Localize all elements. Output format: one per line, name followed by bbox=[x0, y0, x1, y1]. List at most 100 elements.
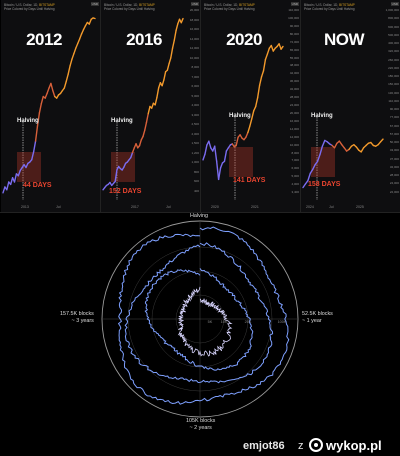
y-tick-label: 110,000 bbox=[388, 98, 399, 103]
price-segment bbox=[307, 172, 311, 182]
price-segment bbox=[260, 70, 265, 78]
radial-right-label: 52.5K blocks ~ 1 year bbox=[302, 311, 333, 324]
y-tick-label: 12,000 bbox=[189, 46, 199, 50]
y-tick-label: 14,000 bbox=[189, 36, 199, 41]
y-tick-label: 72,000 bbox=[289, 39, 299, 44]
y-tick-label: 1,000,000 bbox=[385, 8, 399, 12]
y-tick-label: 90,000 bbox=[289, 23, 299, 28]
exchange-name: BITSTAMP bbox=[239, 3, 255, 7]
price-segment bbox=[333, 142, 338, 149]
price-series bbox=[302, 117, 384, 200]
price-segment bbox=[264, 53, 269, 61]
halving-label: Halving bbox=[17, 118, 39, 124]
halving-label: Halving bbox=[311, 113, 333, 119]
price-segment bbox=[161, 79, 165, 87]
y-tick-label: 260,000 bbox=[388, 57, 399, 62]
y-tick-label: 32,000 bbox=[289, 87, 299, 92]
chart-header-line: Bitcoin / U.S. Dollar, 1D, BITSTAMP bbox=[304, 3, 355, 7]
radial-tick-label: 10K bbox=[221, 320, 228, 324]
y-tick-label: 400,000 bbox=[388, 41, 399, 46]
y-tick-label: 5,000 bbox=[191, 93, 199, 98]
x-tick-label: Jul bbox=[329, 205, 334, 209]
chart-panel-2012: Bitcoin / U.S. Dollar, 1D, BITSTAMP Price… bbox=[1, 0, 101, 212]
y-tick-label: 180,000 bbox=[388, 74, 399, 79]
price-segment bbox=[309, 168, 314, 175]
y-tick-label: 600 bbox=[193, 179, 199, 183]
site-logo[interactable]: wykop.pl bbox=[326, 438, 382, 453]
footer: emjot86 z wykop.pl bbox=[0, 435, 400, 456]
radial-tick-label: 100K bbox=[278, 320, 287, 324]
x-tick-label: 2017 bbox=[131, 205, 139, 209]
radial-top-label: Halving bbox=[190, 213, 208, 219]
price-segment bbox=[144, 121, 148, 132]
radial-tick-label: 5K bbox=[208, 320, 213, 324]
currency-badge: USD bbox=[290, 2, 299, 6]
halving-window-shade bbox=[17, 152, 41, 182]
y-tick-label: 8,000 bbox=[191, 65, 199, 69]
y-tick-label: 24,000 bbox=[389, 181, 399, 186]
price-segment bbox=[2, 186, 6, 194]
y-tick-label: 500,000 bbox=[388, 32, 399, 37]
y-tick-label: 150,000 bbox=[388, 82, 399, 87]
price-segment bbox=[302, 183, 307, 189]
chart-header: Bitcoin / U.S. Dollar, 1D, BITSTAMP Price… bbox=[204, 3, 255, 11]
days-label: 152 DAYS bbox=[109, 188, 142, 195]
currency-badge: USD bbox=[190, 2, 199, 6]
price-segment bbox=[247, 125, 251, 134]
price-segment bbox=[256, 84, 261, 99]
y-tick-label: 20,000 bbox=[189, 8, 199, 12]
panel-title: 2020 bbox=[226, 30, 262, 49]
y-tick-label: 48,000 bbox=[289, 63, 299, 68]
price-segment bbox=[180, 17, 184, 24]
y-tick-label: 800 bbox=[193, 169, 199, 174]
radial-label-line: 52.5K blocks bbox=[302, 311, 333, 317]
x-tick-label: Jul bbox=[166, 205, 171, 209]
price-segment bbox=[46, 87, 50, 95]
price-segment bbox=[92, 17, 96, 20]
days-label: 141 DAYS bbox=[233, 177, 266, 184]
y-tick-label: 18,000 bbox=[189, 17, 199, 22]
chart-header-line: Bitcoin / U.S. Dollar, 1D, BITSTAMP bbox=[104, 3, 155, 7]
y-tick-label: 77,000 bbox=[389, 115, 399, 120]
price-segment bbox=[65, 73, 69, 83]
y-tick-label: 400 bbox=[193, 188, 199, 193]
price-segment bbox=[123, 162, 127, 168]
divider bbox=[0, 212, 400, 213]
y-tick-label: 3,000 bbox=[191, 112, 199, 117]
price-segment bbox=[280, 45, 284, 50]
y-tick-label: 110,000 bbox=[288, 8, 299, 12]
price-segment bbox=[50, 82, 54, 92]
wykop-logo-icon[interactable] bbox=[309, 438, 323, 452]
price-segment bbox=[151, 102, 155, 109]
price-segment bbox=[171, 39, 176, 49]
y-tick-label: 10,000 bbox=[289, 142, 299, 147]
price-segment bbox=[270, 44, 274, 52]
y-tick-label: 42,000 bbox=[289, 71, 299, 76]
price-segment bbox=[77, 38, 81, 45]
x-tick-label: 2013 bbox=[21, 205, 29, 209]
price-series bbox=[202, 43, 284, 200]
price-segment bbox=[80, 28, 85, 35]
chart-subheader: Price Colored by Days Until Halving bbox=[104, 7, 155, 12]
y-tick-label: 57,000 bbox=[389, 131, 399, 136]
price-segment bbox=[138, 139, 142, 147]
username[interactable]: emjot86 bbox=[243, 440, 285, 452]
price-segment bbox=[114, 169, 118, 183]
price-segment bbox=[82, 25, 87, 31]
panel-title: 2016 bbox=[126, 30, 162, 49]
days-label: 158 DAYS bbox=[308, 181, 341, 188]
price-segment bbox=[147, 105, 151, 115]
price-segment bbox=[145, 113, 149, 124]
chart-subheader: Price Colored by Days Until Halving bbox=[4, 7, 55, 12]
price-segment bbox=[235, 136, 239, 147]
y-tick-label: 3,400 bbox=[291, 190, 299, 195]
price-segment bbox=[360, 147, 365, 153]
price-segment bbox=[9, 177, 14, 186]
price-series bbox=[2, 17, 96, 200]
y-tick-label: 22,000 bbox=[389, 189, 399, 194]
price-segment bbox=[78, 33, 83, 40]
chart-header: Bitcoin / U.S. Dollar, 1D, BITSTAMP Price… bbox=[104, 3, 155, 11]
price-segment bbox=[130, 151, 134, 159]
price-segment bbox=[223, 150, 228, 163]
price-segment bbox=[32, 140, 37, 153]
